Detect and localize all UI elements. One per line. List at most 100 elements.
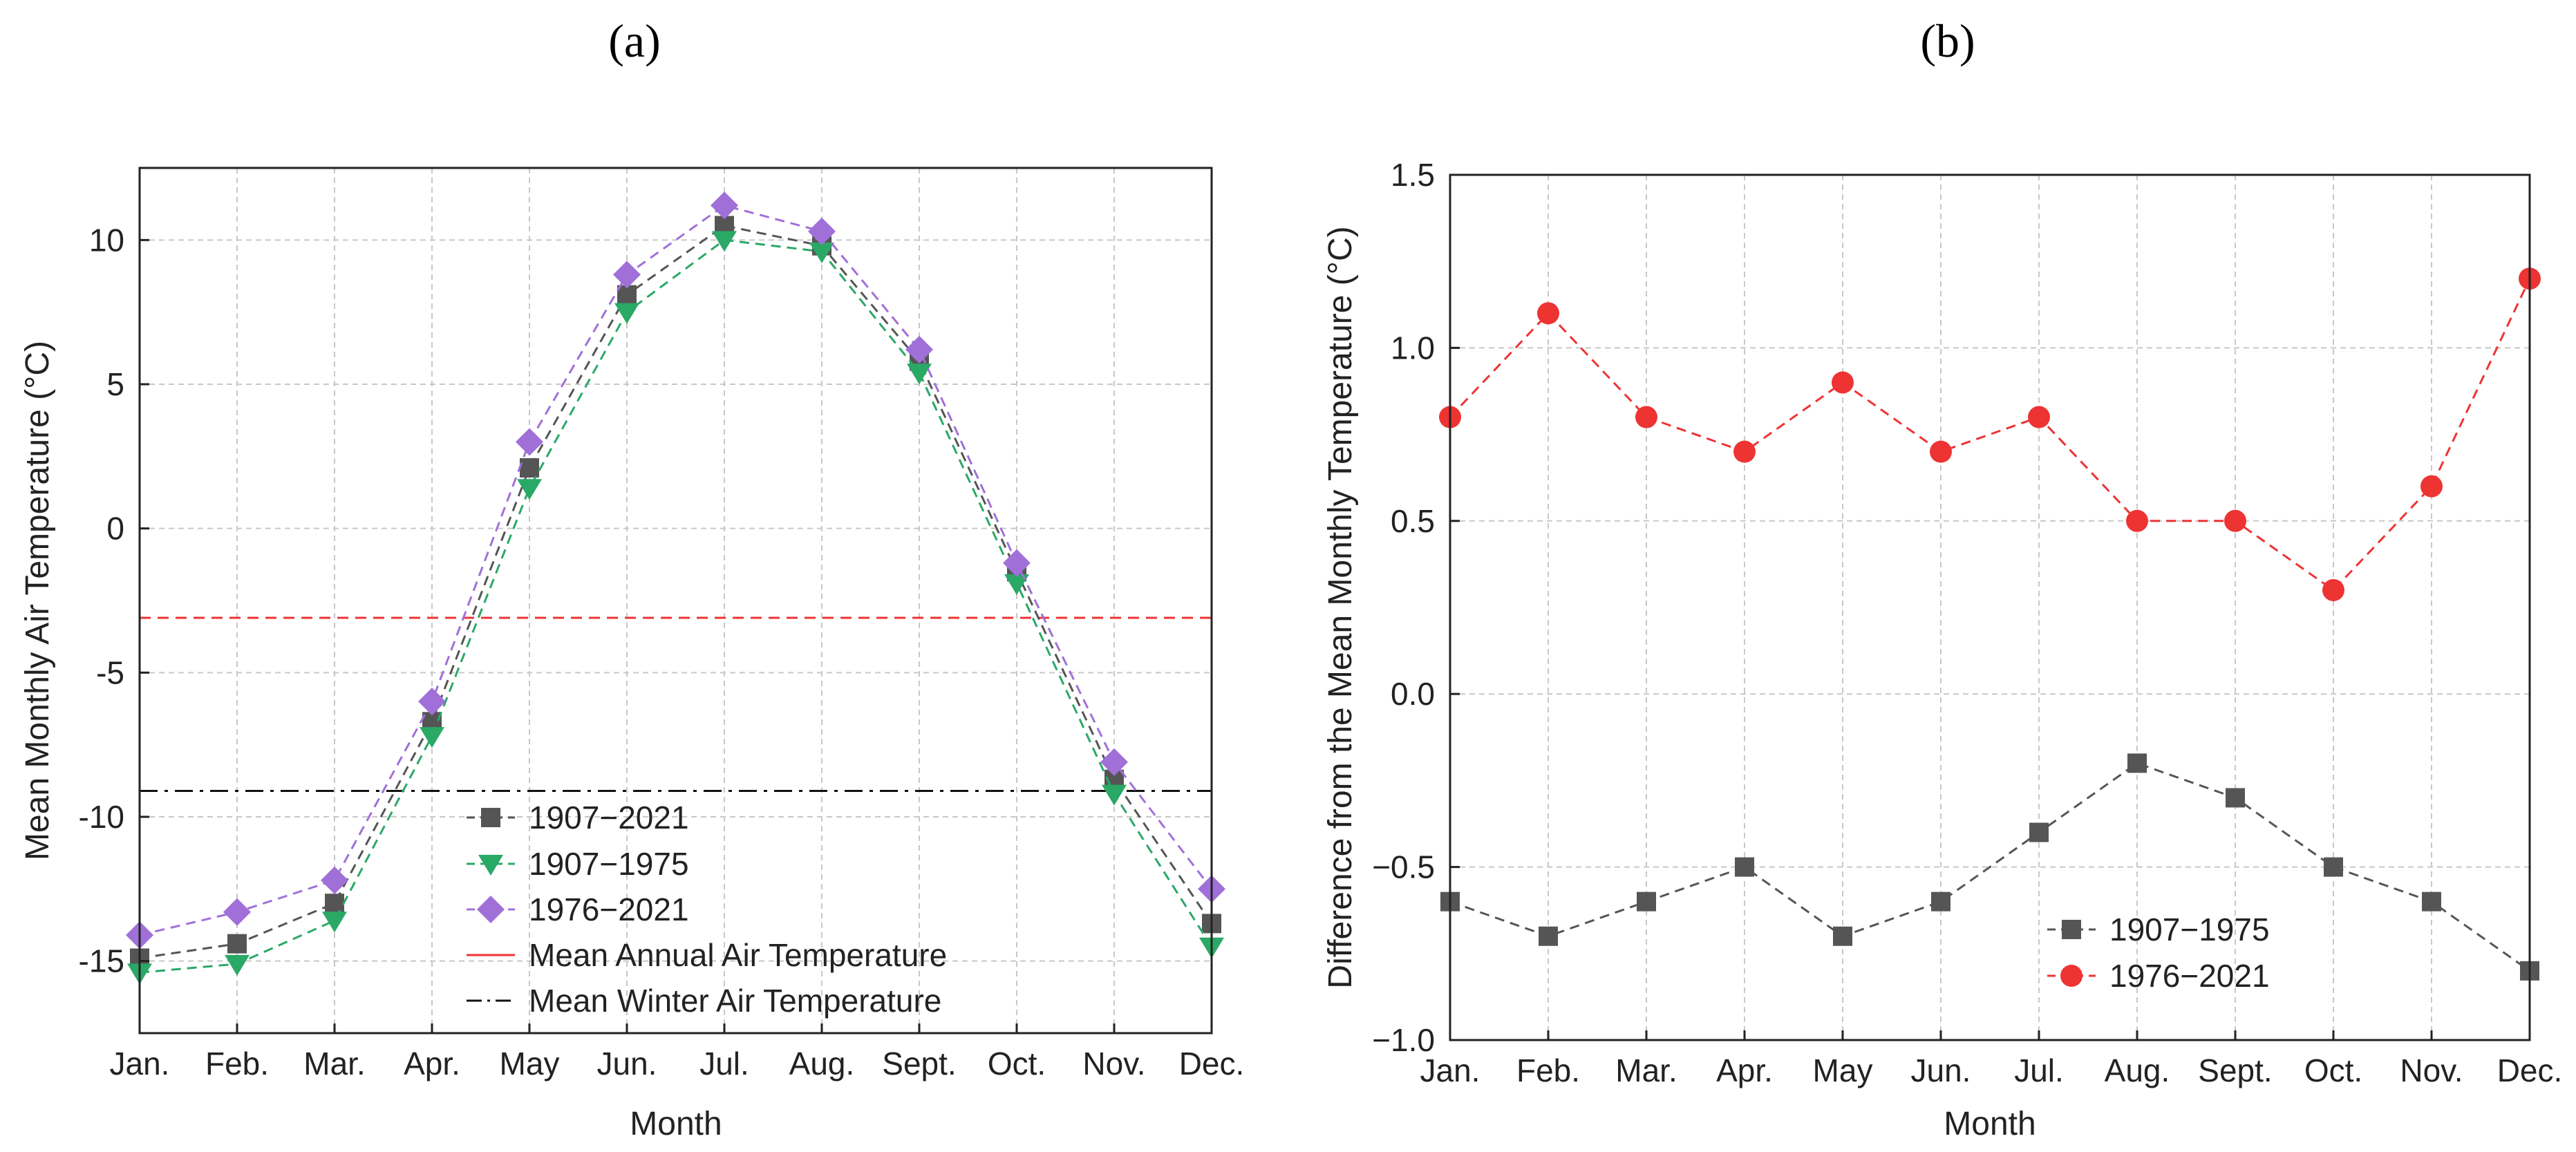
legend-item-mean-annual: Mean Annual Air Temperature xyxy=(467,937,947,973)
y-tick-label: 0 xyxy=(106,511,124,547)
data-point xyxy=(321,866,348,894)
x-tick-label: Apr. xyxy=(1716,1052,1773,1088)
y-tick-label: 0.5 xyxy=(1391,503,1435,539)
data-point xyxy=(418,688,446,716)
legend-marker-diamond xyxy=(477,896,505,923)
data-point xyxy=(613,261,641,289)
data-point xyxy=(1004,574,1029,595)
panel-b-x-axis-title: Month xyxy=(1944,1106,2036,1142)
panel-b-y-ticks: −1.0 −0.5 0.0 0.5 1.0 1.5 xyxy=(1372,157,1460,1058)
data-point xyxy=(223,898,251,926)
data-point xyxy=(2127,753,2147,773)
panel-a-chart: (a) Jan. Feb. Mar. Apr. May Jun. Jul. Aug. Sept.… xyxy=(19,15,1244,1142)
x-tick-label: Aug. xyxy=(2105,1052,2170,1088)
panel-b-chart: (b) Jan. Feb. Mar. Apr. May Jun. Jul. Aug. Sept.… xyxy=(1322,15,2562,1142)
data-point xyxy=(808,217,836,245)
series-1976-2021 xyxy=(126,191,1225,950)
y-tick-label: 0.0 xyxy=(1391,676,1435,712)
x-tick-label: Jun. xyxy=(1911,1052,1971,1088)
x-tick-label: Sept. xyxy=(882,1046,956,1082)
data-point xyxy=(2224,509,2246,532)
panel-a-y-axis-title: Mean Monthly Air Temperature (°C) xyxy=(19,341,56,860)
data-point xyxy=(225,954,250,976)
data-point xyxy=(1930,440,1952,463)
x-tick-label: Feb. xyxy=(205,1046,269,1082)
data-point xyxy=(1102,784,1127,806)
legend-label: 1907−1975 xyxy=(529,846,689,882)
data-point xyxy=(1539,926,1558,946)
legend-marker-triangle xyxy=(478,855,503,876)
panel-b-y-axis-title: Difference from the Mean Monthly Tempera… xyxy=(1322,226,1359,988)
legend-item-1976-2021: 1976−2021 xyxy=(467,891,689,927)
legend-item-1907-1975: 1907−1975 xyxy=(2047,912,2270,947)
legend-label: 1907−1975 xyxy=(2109,912,2270,947)
x-tick-label: Jan. xyxy=(110,1046,170,1082)
series-line xyxy=(1449,762,2530,972)
y-tick-label: 10 xyxy=(89,222,124,258)
panel-b-label: (b) xyxy=(1920,15,1975,67)
x-tick-label: Mar. xyxy=(1615,1052,1677,1088)
panel-a-reference-lines xyxy=(140,616,1212,792)
series-1976-2021 xyxy=(1439,267,2541,601)
series-line xyxy=(139,224,1213,959)
data-point xyxy=(2322,578,2344,601)
legend-label: 1976−2021 xyxy=(529,891,689,927)
legend-marker-square xyxy=(481,808,500,827)
panel-a-x-ticks: Jan. Feb. Mar. Apr. May Jun. Jul. Aug. Sept. Oct.… xyxy=(110,1023,1245,1082)
legend-item-mean-winter: Mean Winter Air Temperature xyxy=(467,983,941,1019)
data-point xyxy=(2422,891,2441,912)
x-tick-label: May xyxy=(500,1046,560,1082)
x-tick-label: Nov. xyxy=(2400,1052,2463,1088)
y-tick-label: 1.0 xyxy=(1391,330,1435,366)
x-tick-label: Mar. xyxy=(303,1046,365,1082)
legend-label: Mean Winter Air Temperature xyxy=(529,983,941,1019)
data-point xyxy=(420,727,444,748)
data-point xyxy=(712,231,737,252)
y-tick-label: −1.0 xyxy=(1372,1022,1435,1058)
data-point xyxy=(907,363,932,385)
y-tick-label: -10 xyxy=(79,799,124,835)
data-point xyxy=(1735,857,1754,877)
data-point xyxy=(2324,857,2343,877)
x-tick-label: Jul. xyxy=(699,1046,749,1082)
panel-b-frame xyxy=(1449,173,2531,1041)
x-tick-label: Aug. xyxy=(789,1046,855,1082)
x-tick-label: Feb. xyxy=(1516,1052,1580,1088)
data-point xyxy=(809,243,834,264)
data-point xyxy=(516,428,543,456)
data-point xyxy=(905,335,933,363)
x-tick-label: Sept. xyxy=(2198,1052,2272,1088)
x-tick-label: May xyxy=(1813,1052,1873,1088)
panel-b-grid xyxy=(1450,175,2530,1040)
x-tick-label: Nov. xyxy=(1082,1046,1145,1082)
data-point xyxy=(1733,440,1756,463)
x-tick-label: Apr. xyxy=(404,1046,460,1082)
data-point xyxy=(2029,822,2049,842)
legend-marker-circle xyxy=(2060,965,2083,987)
data-point xyxy=(1833,926,1852,946)
panel-a-label: (a) xyxy=(608,15,660,67)
data-point xyxy=(227,934,247,954)
data-point xyxy=(2126,509,2148,532)
x-tick-label: Dec. xyxy=(1179,1046,1245,1082)
data-point xyxy=(1537,302,1559,325)
data-point xyxy=(711,191,738,220)
x-tick-label: Dec. xyxy=(2497,1052,2563,1088)
x-tick-label: Jun. xyxy=(597,1046,657,1082)
series-line xyxy=(139,238,1213,974)
panel-b-series xyxy=(1439,267,2541,981)
legend-marker-square xyxy=(2062,920,2081,939)
data-point xyxy=(1931,891,1950,912)
x-tick-label: Oct. xyxy=(2304,1052,2362,1088)
legend-item-1907-2021: 1907−2021 xyxy=(467,800,689,835)
data-point xyxy=(322,912,347,933)
panel-b-x-ticks: Jan. Feb. Mar. Apr. May Jun. Jul. Aug. Sept. Oct.… xyxy=(1420,1030,2563,1088)
data-point xyxy=(2420,475,2443,498)
data-point xyxy=(517,479,542,500)
series-line xyxy=(1449,278,2531,592)
panel-a-y-ticks: -15 -10 -5 0 5 10 xyxy=(79,222,149,979)
panel-a-x-axis-title: Month xyxy=(630,1106,722,1142)
panel-a-grid xyxy=(140,168,1212,1033)
y-tick-label: -5 xyxy=(96,654,124,690)
